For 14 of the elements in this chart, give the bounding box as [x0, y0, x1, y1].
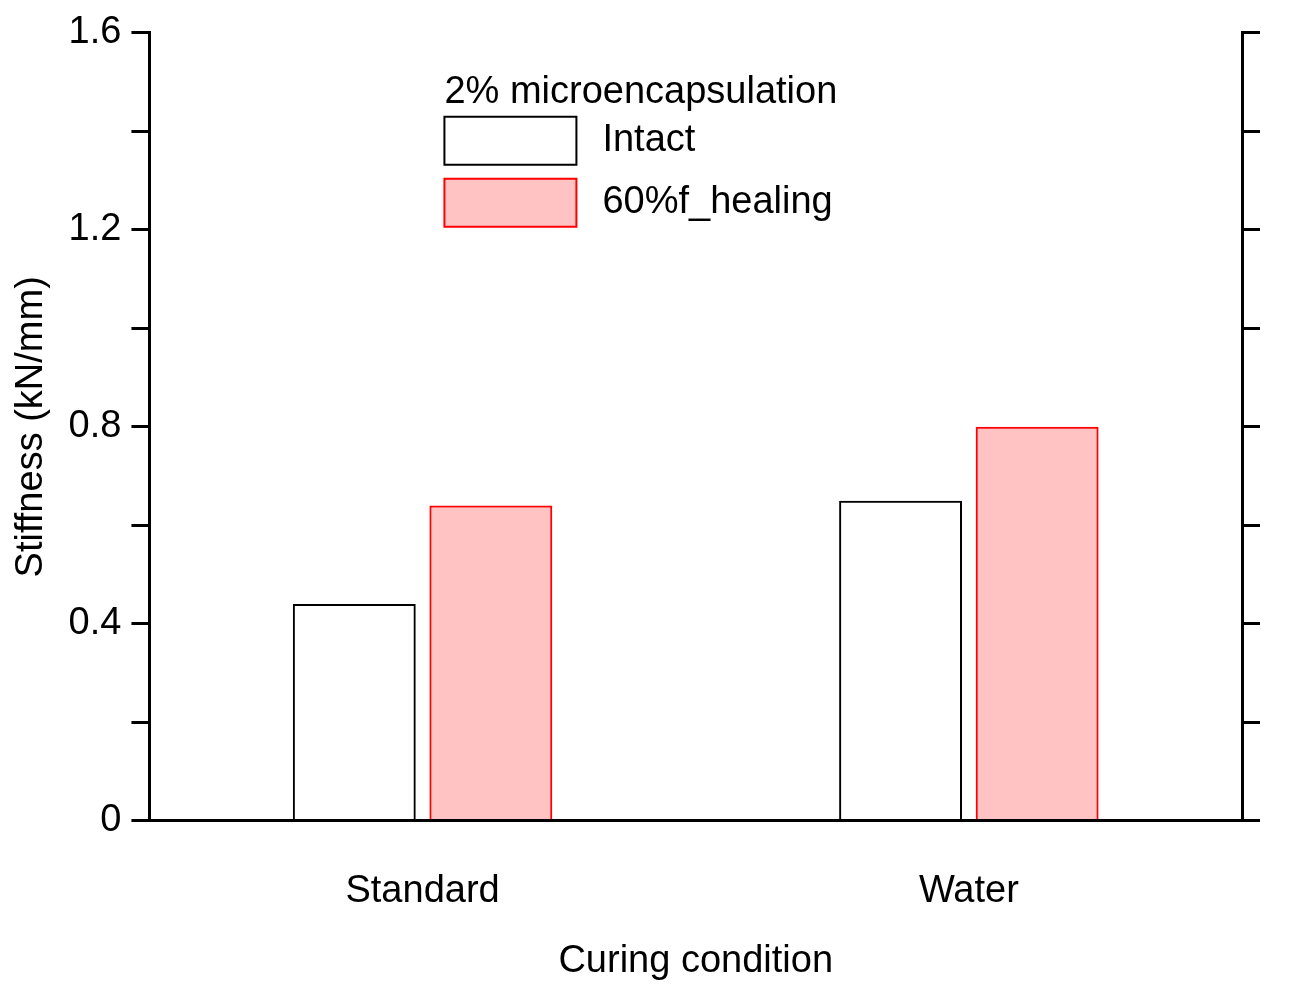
- y-tick-label: 1.6: [68, 9, 122, 52]
- y-tick-label: 0.4: [68, 600, 122, 643]
- x-tick-label: Water: [918, 868, 1020, 911]
- y-axis-title: Stiffness (kN/mm): [8, 276, 51, 578]
- legend-title: 2% microencapsulation: [444, 69, 838, 112]
- bar: [429, 505, 553, 820]
- y-tick-label: 0.8: [68, 403, 122, 446]
- bar: [975, 426, 1099, 820]
- y-tick-label: 0: [100, 797, 122, 840]
- legend-label: 60%f_healing: [602, 179, 833, 222]
- legend-label: Intact: [602, 117, 696, 160]
- y-tick-label: 1.2: [68, 206, 122, 249]
- x-tick-label: Standard: [345, 868, 500, 911]
- x-axis-title: Curing condition: [558, 937, 834, 980]
